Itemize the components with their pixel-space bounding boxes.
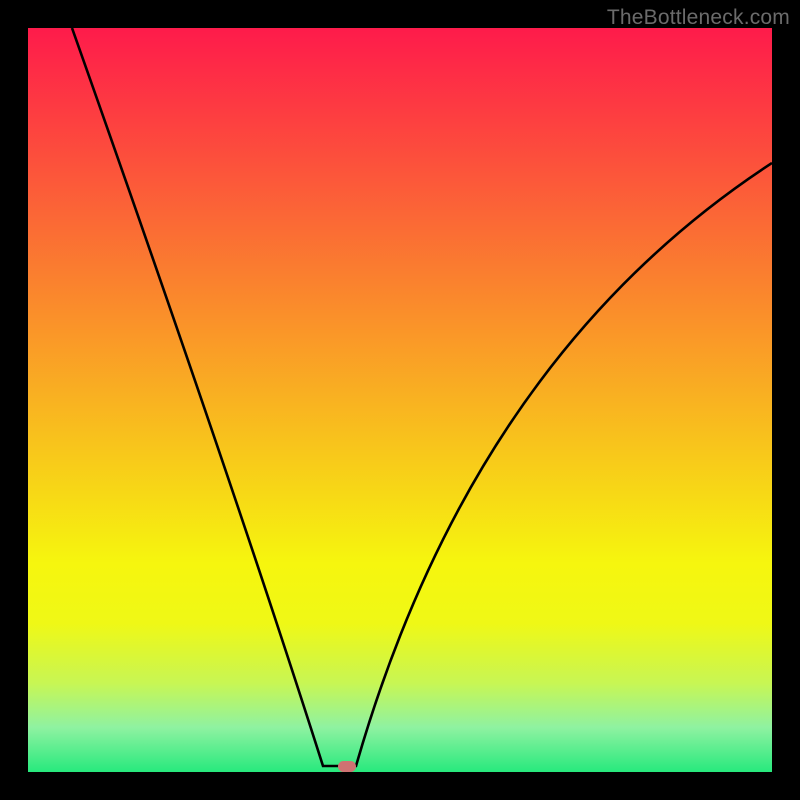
watermark-text: TheBottleneck.com xyxy=(607,6,790,30)
chart-container: TheBottleneck.com xyxy=(0,0,800,800)
minimum-marker xyxy=(338,761,356,772)
plot-area xyxy=(28,28,772,772)
bottleneck-curve xyxy=(28,28,772,772)
